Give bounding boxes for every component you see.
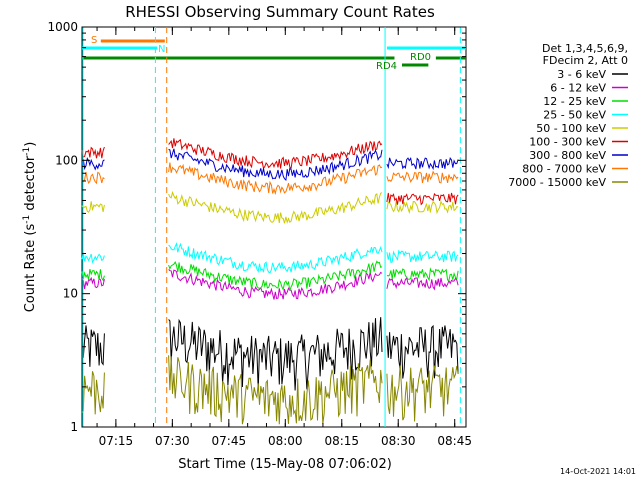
y-tick-label: 100 <box>55 153 78 167</box>
legend: Det 1,3,4,5,6,9,FDecim 2, Att 03 - 6 keV… <box>508 42 628 189</box>
series-line <box>81 276 105 289</box>
legend-entry: 25 - 50 keV <box>543 109 606 122</box>
rd0-label: RD0 <box>410 52 431 63</box>
x-axis-label: Start Time (15-May-08 07:06:02) <box>178 457 392 472</box>
series-line <box>386 324 459 379</box>
legend-entry: 50 - 100 keV <box>536 122 606 135</box>
series-line <box>168 148 383 182</box>
plot-frame <box>81 26 467 428</box>
series-line <box>386 200 459 215</box>
legend-entry: 100 - 300 keV <box>529 136 606 149</box>
series-line <box>168 241 383 274</box>
x-axis: 07:15 07:30 07:45 08:00 08:15 08:30 08:45 <box>96 27 472 448</box>
series-line <box>81 325 105 367</box>
series-line <box>386 249 459 264</box>
series-line <box>168 138 383 170</box>
rd4-label: RD4 <box>376 61 397 72</box>
legend-entry: 6 - 12 keV <box>550 82 606 95</box>
y-tick-label: 1 <box>70 420 78 434</box>
series-line <box>168 162 383 196</box>
state-lines <box>82 27 461 427</box>
series-line <box>168 355 383 425</box>
timestamp: 14-Oct-2021 14:01 <box>560 467 636 476</box>
x-tick-label: 08:30 <box>381 434 416 448</box>
y-axis: 1 10 100 1000 <box>47 20 466 434</box>
y-tick-label: 1000 <box>47 20 78 34</box>
series-line <box>386 267 459 282</box>
y-axis-label: Count Rate (s-1 detector-1) <box>22 142 38 313</box>
series-line <box>168 269 383 300</box>
chart-title: RHESSI Observing Summary Count Rates <box>125 3 435 21</box>
series-line <box>386 156 459 171</box>
series-line <box>81 201 105 213</box>
x-tick-label: 07:45 <box>212 434 247 448</box>
night-label: N <box>158 44 165 55</box>
x-tick-label: 08:45 <box>437 434 472 448</box>
series-line <box>81 252 105 264</box>
series-line <box>168 260 383 292</box>
legend-entry: 7000 - 15000 keV <box>508 176 606 189</box>
x-tick-label: 07:30 <box>155 434 190 448</box>
y-tick-label: 10 <box>63 287 78 301</box>
series-line <box>81 371 105 415</box>
legend-header: Det 1,3,4,5,6,9, <box>542 42 628 55</box>
series-line <box>386 365 459 422</box>
saa-label: S <box>91 35 97 46</box>
legend-entry: 12 - 25 keV <box>543 95 606 108</box>
series-group <box>81 138 459 425</box>
series-line <box>386 170 459 184</box>
x-tick-label: 08:00 <box>268 434 303 448</box>
legend-header: FDecim 2, Att 0 <box>543 54 628 67</box>
x-tick-label: 07:15 <box>99 434 134 448</box>
series-line <box>386 276 459 291</box>
legend-entry: 3 - 6 keV <box>557 68 606 81</box>
legend-entry: 800 - 7000 keV <box>522 163 606 176</box>
series-line <box>81 146 105 159</box>
series-line <box>168 190 383 224</box>
series-line <box>81 268 105 282</box>
legend-entry: 300 - 800 keV <box>529 149 606 162</box>
series-line <box>168 317 383 391</box>
state-bars <box>82 39 466 67</box>
x-tick-label: 08:15 <box>324 434 359 448</box>
series-line <box>386 192 459 206</box>
